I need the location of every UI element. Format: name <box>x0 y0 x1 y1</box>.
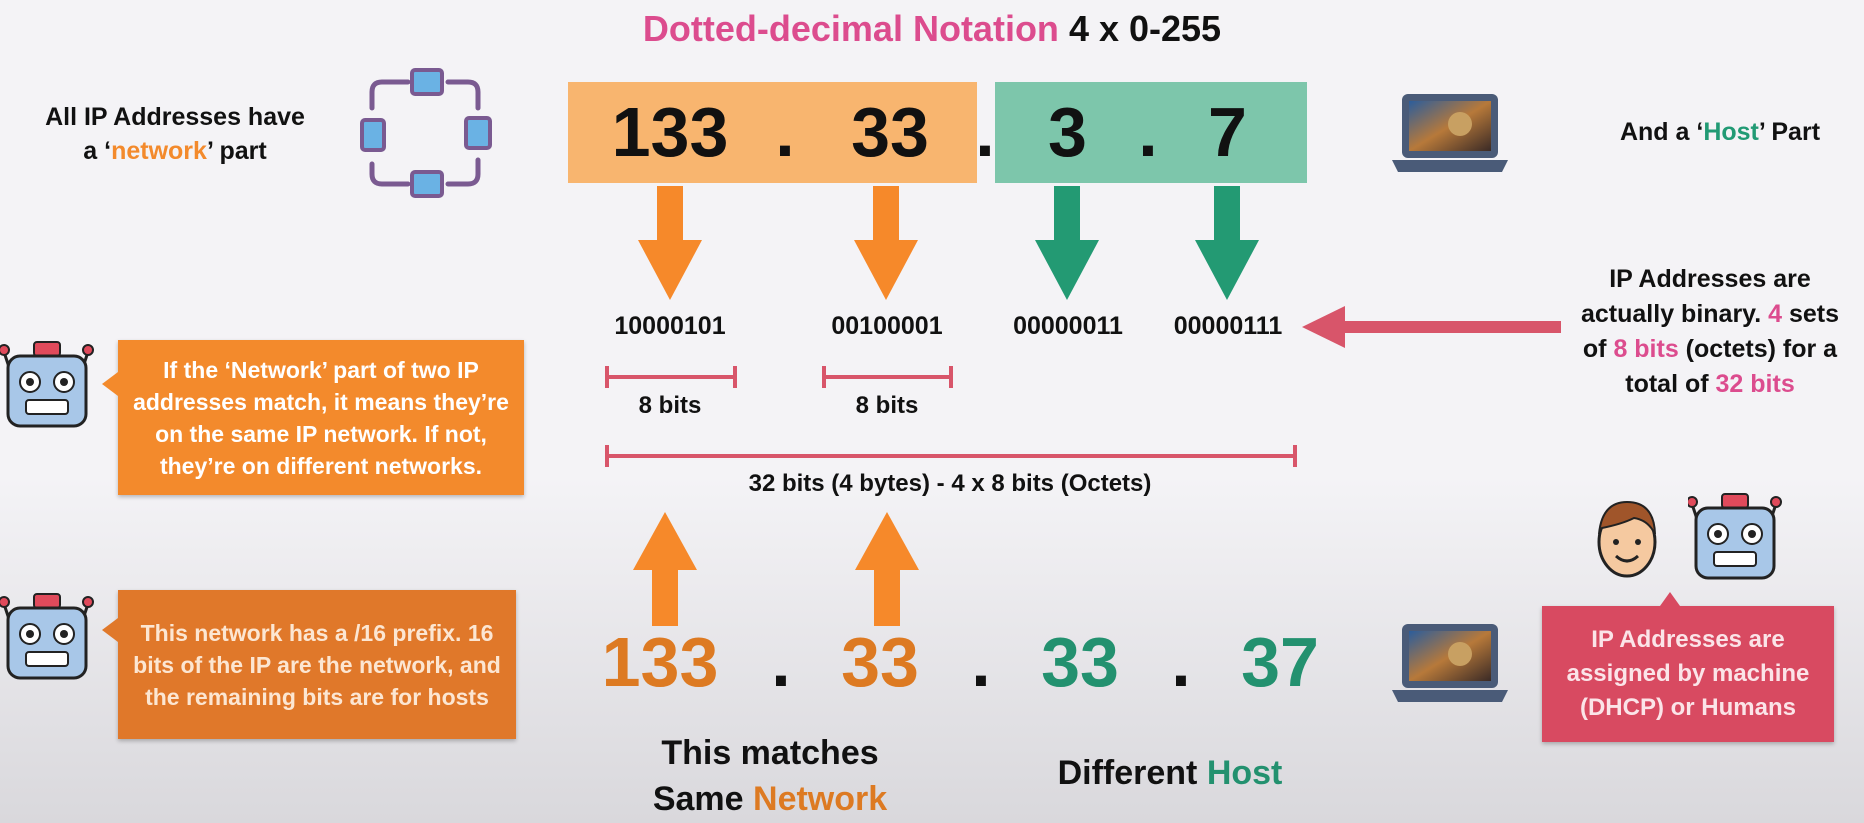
callout-prefix: This network has a /16 prefix. 16 bits o… <box>102 590 516 739</box>
robot-icon <box>0 593 94 680</box>
bottom-dot-2: . <box>971 623 991 701</box>
same-network-l2a: Same <box>652 780 754 818</box>
network-icon <box>360 68 492 198</box>
binary-note-l4b: 32 bits <box>1715 370 1795 398</box>
binary-note-l2b: 4 <box>1768 300 1783 328</box>
dot-1: . <box>775 93 795 171</box>
callout-dhcp: IP Addresses are assigned by machine (DH… <box>1542 592 1834 742</box>
laptop-icon <box>1392 624 1508 702</box>
same-network-label: This matches Same Network <box>600 730 940 822</box>
robot-icon <box>0 341 94 428</box>
bottom-octet-3: 33 <box>1041 623 1119 701</box>
callout-same-network: If the ‘Network’ part of two IP addresse… <box>102 340 524 495</box>
bottom-dot-3: . <box>1171 623 1191 701</box>
same-network-l2b: Network <box>753 780 888 818</box>
binary-octet-1: 10000101 <box>614 312 726 340</box>
host-note-post: ’ Part <box>1758 118 1821 146</box>
same-network-line1: This matches <box>661 734 879 772</box>
title-main: Dotted-decimal Notation <box>642 8 1059 49</box>
up-arrow-orange <box>633 512 697 626</box>
face-icon <box>1597 500 1657 578</box>
different-host-b: Host <box>1206 754 1283 792</box>
binary-note-l2c: sets <box>1782 300 1839 328</box>
octet-3: 3 <box>1048 93 1087 171</box>
binary-note-l4a: total of <box>1625 370 1716 398</box>
binary-note-l3a: of <box>1582 335 1614 363</box>
binary-octet-4: 00000111 <box>1173 312 1283 340</box>
host-note-highlight: Host <box>1703 118 1759 146</box>
down-arrow-orange <box>638 186 702 300</box>
bracket-32bits <box>605 445 1297 467</box>
slide-title: Dotted-decimal Notation 4 x 0-255 <box>0 8 1864 50</box>
octet-1: 133 <box>611 93 729 171</box>
bits-label-1: 8 bits <box>638 392 702 419</box>
bottom-octet-1: 133 <box>601 623 719 701</box>
robot-icon <box>1688 493 1782 580</box>
down-arrow-green <box>1195 186 1259 300</box>
different-host-label: Different Host <box>1020 754 1320 793</box>
binary-note-l3c: (octets) for a <box>1678 335 1838 363</box>
callout-prefix-text: This network has a /16 prefix. 16 bits o… <box>133 619 501 710</box>
binary-note: IP Addresses are actually binary. 4 sets… <box>1560 262 1860 402</box>
down-arrow-green <box>1035 186 1099 300</box>
bracket-8bits <box>605 366 737 388</box>
dot-3: . <box>1138 93 1158 171</box>
bits-total-label: 32 bits (4 bytes) - 4 x 8 bits (Octets) <box>748 470 1152 497</box>
binary-octet-2: 00100001 <box>831 312 943 340</box>
bottom-octet-4: 37 <box>1241 623 1319 701</box>
binary-note-line1: IP Addresses are <box>1609 265 1811 293</box>
host-part-box <box>995 82 1307 183</box>
network-note-post: ’ part <box>206 137 267 165</box>
network-part-box <box>568 82 977 183</box>
down-arrow-orange <box>854 186 918 300</box>
bottom-dot-1: . <box>771 623 791 701</box>
up-arrow-orange <box>855 512 919 626</box>
binary-note-l2a: actually binary. <box>1581 300 1769 328</box>
host-part-note: And a ‘Host’ Part <box>1600 118 1840 147</box>
left-arrow-pink <box>1302 306 1561 348</box>
bottom-octet-2: 33 <box>841 623 919 701</box>
network-part-note: All IP Addresses have a ‘network’ part <box>20 100 330 168</box>
title-suffix: 4 x 0-255 <box>1068 8 1222 49</box>
dot-2: . <box>975 93 995 171</box>
network-note-line1: All IP Addresses have <box>45 103 305 131</box>
callout-same-network-text: If the ‘Network’ part of two IP addresse… <box>133 356 509 479</box>
binary-octet-3: 00000011 <box>1013 312 1123 340</box>
bits-label-2: 8 bits <box>855 392 919 419</box>
octet-4: 7 <box>1208 93 1247 171</box>
octet-2: 33 <box>851 93 929 171</box>
different-host-a: Different <box>1057 754 1207 792</box>
network-note-highlight: network <box>111 137 207 165</box>
laptop-icon <box>1392 94 1508 172</box>
bracket-8bits <box>822 366 953 388</box>
network-note-pre: a ‘ <box>83 137 112 165</box>
binary-note-l3b: 8 bits <box>1613 335 1679 363</box>
host-note-pre: And a ‘ <box>1619 118 1704 146</box>
callout-dhcp-text: IP Addresses are assigned by machine (DH… <box>1566 626 1810 721</box>
